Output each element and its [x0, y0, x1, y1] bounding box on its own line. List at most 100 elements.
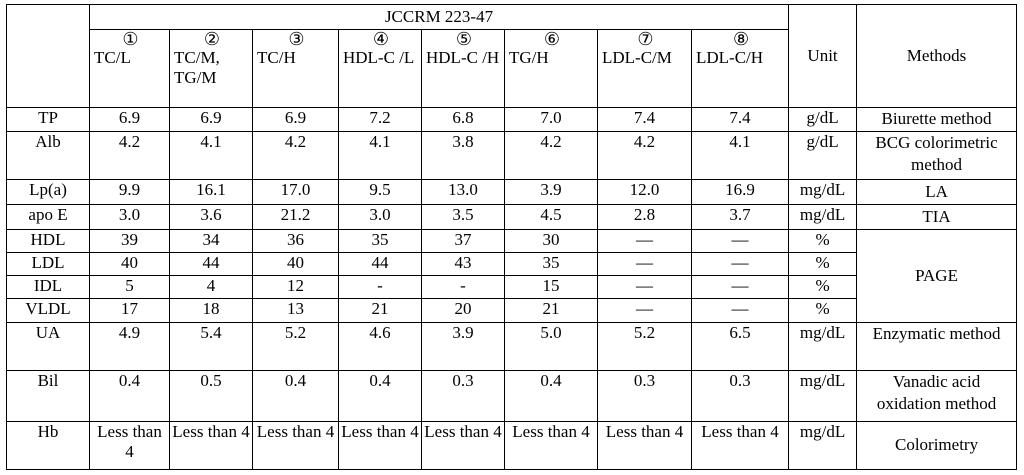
row-label: apo E [6, 203, 90, 231]
value-cell: 4.2 [597, 131, 692, 180]
table-row: Alb 4.2 4.1 4.2 4.1 3.8 4.2 4.2 4.1 g/dL BCG color… [6, 131, 1018, 180]
value-cell: — [597, 275, 692, 300]
row-label: IDL [6, 275, 90, 300]
row-label: VLDL [6, 298, 90, 323]
value-cell: 44 [338, 252, 422, 277]
value-cell: 21.2 [252, 203, 339, 231]
sample-label: TC/M, TG/M [174, 48, 220, 88]
value-cell: 7.4 [597, 107, 692, 133]
unit-cell: % [788, 275, 858, 300]
row-label: HDL [6, 229, 90, 254]
row-label: Hb [6, 420, 90, 470]
value-cell: 0.4 [504, 370, 598, 422]
sample-label: TG/H [509, 48, 549, 68]
sample-label: HDL-C /H [426, 48, 500, 68]
value-cell: 0.3 [597, 370, 692, 422]
value-cell: 37 [421, 229, 505, 254]
value-cell: 35 [338, 229, 422, 254]
value-cell: 6.9 [169, 107, 253, 133]
value-cell: 34 [169, 229, 253, 254]
value-cell: 43 [421, 252, 505, 277]
table-row: IDL 5 4 12- -15— —% [6, 275, 1017, 300]
method-cell: Enzymatic method [856, 321, 1018, 372]
value-cell: 15 [504, 275, 598, 300]
value-cell: 40 [89, 252, 170, 277]
value-cell: 4.1 [169, 131, 253, 180]
value-cell: — [690, 229, 790, 254]
value-cell: 16.9 [690, 178, 790, 205]
value-cell: 4.2 [504, 131, 598, 180]
sample-header-4: ④ HDL-C /L [338, 29, 422, 109]
value-cell: 5 [89, 275, 170, 300]
unit-cell: g/dL [788, 131, 858, 180]
sample-number: ③ [288, 29, 305, 50]
value-cell: 4.1 [338, 131, 422, 180]
unit-cell: mg/dL [788, 420, 858, 470]
value-cell: 4 [169, 275, 253, 300]
table-row: Hb Less than 4 Less than 4 Less than 4 Less … [6, 420, 1018, 470]
value-cell: 21 [504, 298, 598, 323]
sample-label: LDL-C/M [602, 48, 672, 68]
sample-header-2: ② TC/M, TG/M [169, 29, 253, 109]
value-cell: 0.3 [690, 370, 790, 422]
sample-number: ⑤ [455, 29, 473, 50]
value-cell: 4.2 [252, 131, 339, 180]
value-cell: 3.9 [421, 321, 505, 372]
value-cell: 7.0 [504, 107, 598, 133]
value-cell: 7.2 [338, 107, 422, 133]
row-label: LDL [6, 252, 90, 277]
value-cell: 4.2 [89, 131, 170, 180]
sample-header-6: ⑥ TG/H [504, 29, 598, 109]
value-cell: — [597, 252, 692, 277]
row-label: TP [6, 107, 90, 133]
unit-cell: % [788, 229, 858, 254]
unit-cell: mg/dL [788, 178, 858, 205]
value-cell: 3.6 [169, 203, 253, 231]
row-label: Lp(a) [6, 178, 90, 205]
row-label: UA [6, 321, 90, 372]
sample-label: TC/L [94, 48, 131, 68]
unit-cell: mg/dL [788, 370, 858, 422]
value-cell: 17.0 [252, 178, 339, 205]
value-cell: 0.4 [252, 370, 339, 422]
value-cell: 16.1 [169, 178, 253, 205]
value-cell: 17 [89, 298, 170, 323]
value-cell: 30 [504, 229, 598, 254]
method-cell: Colorimetry [856, 420, 1018, 470]
value-cell: 3.8 [421, 131, 505, 180]
unit-header: Unit [788, 3, 858, 109]
method-cell: TIA [856, 203, 1018, 231]
unit-cell: % [788, 298, 858, 323]
table-row: VLDL 17 18 13 21 20 21— —% [6, 298, 1017, 323]
value-cell: 9.9 [89, 178, 170, 205]
sample-number: ⑧ [732, 29, 750, 50]
value-cell: 20 [421, 298, 505, 323]
table-row: UA 4.9 5.4 5.2 4.6 3.9 5.0 5.2 6.5 mg/dL Enzymatic… [6, 321, 1018, 372]
row-label: Bil [6, 370, 90, 422]
value-cell: 0.3 [421, 370, 505, 422]
sample-number: ④ [372, 29, 390, 50]
value-cell: Less than 4 [89, 420, 170, 470]
sample-header-7: ⑦ LDL-C/M [597, 29, 692, 109]
value-cell: 6.8 [421, 107, 505, 133]
value-cell: 3.5 [421, 203, 505, 231]
value-cell: Less than 4 [252, 420, 339, 470]
unit-cell: mg/dL [788, 203, 858, 231]
value-cell: 2.8 [597, 203, 692, 231]
value-cell: Less than 4 [421, 420, 505, 470]
sample-number: ② [203, 29, 221, 50]
sample-header-3: ③ TC/H [252, 29, 339, 109]
value-cell: 35 [504, 252, 598, 277]
value-cell: 6.9 [89, 107, 170, 133]
value-cell: 7.4 [690, 107, 790, 133]
sample-header-1: ① TC/L [89, 29, 170, 109]
value-cell: - [338, 275, 422, 300]
value-cell: 3.7 [690, 203, 790, 231]
sample-label: TC/H [257, 48, 296, 68]
value-cell: 4.6 [338, 321, 422, 372]
methods-header: Methods [856, 3, 1018, 109]
value-cell: 3.9 [504, 178, 598, 205]
value-cell: 39 [89, 229, 170, 254]
value-cell: 5.2 [597, 321, 692, 372]
value-cell: 21 [338, 298, 422, 323]
